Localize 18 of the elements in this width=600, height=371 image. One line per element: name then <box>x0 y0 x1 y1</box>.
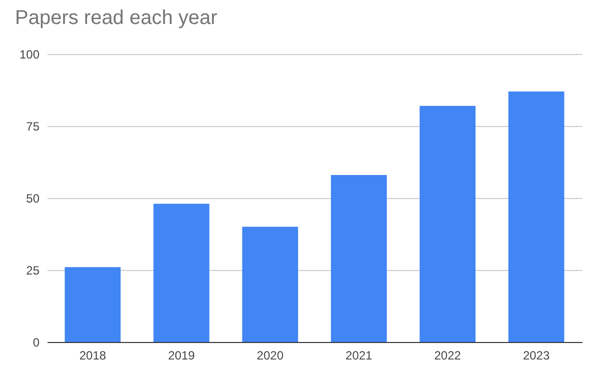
y-tick-label: 100 <box>19 48 40 62</box>
y-tick-label: 50 <box>26 192 40 206</box>
y-tick-label: 0 <box>32 336 40 350</box>
bar <box>153 204 210 342</box>
bar <box>420 106 476 342</box>
x-tick-label: 2018 <box>79 348 106 362</box>
x-tick-label: 2023 <box>522 348 550 362</box>
bar <box>508 91 564 342</box>
chart-title: Papers read each year <box>14 7 218 29</box>
x-tick-label: 2019 <box>168 348 196 362</box>
x-tick-label: 2021 <box>346 348 373 362</box>
y-tick-label: 25 <box>26 264 40 278</box>
bar <box>330 174 387 342</box>
x-tick-label: 2022 <box>434 348 462 362</box>
bar <box>242 226 298 342</box>
x-tick-label: 2020 <box>256 348 284 362</box>
bar <box>64 267 121 342</box>
y-tick-label: 75 <box>26 120 40 134</box>
